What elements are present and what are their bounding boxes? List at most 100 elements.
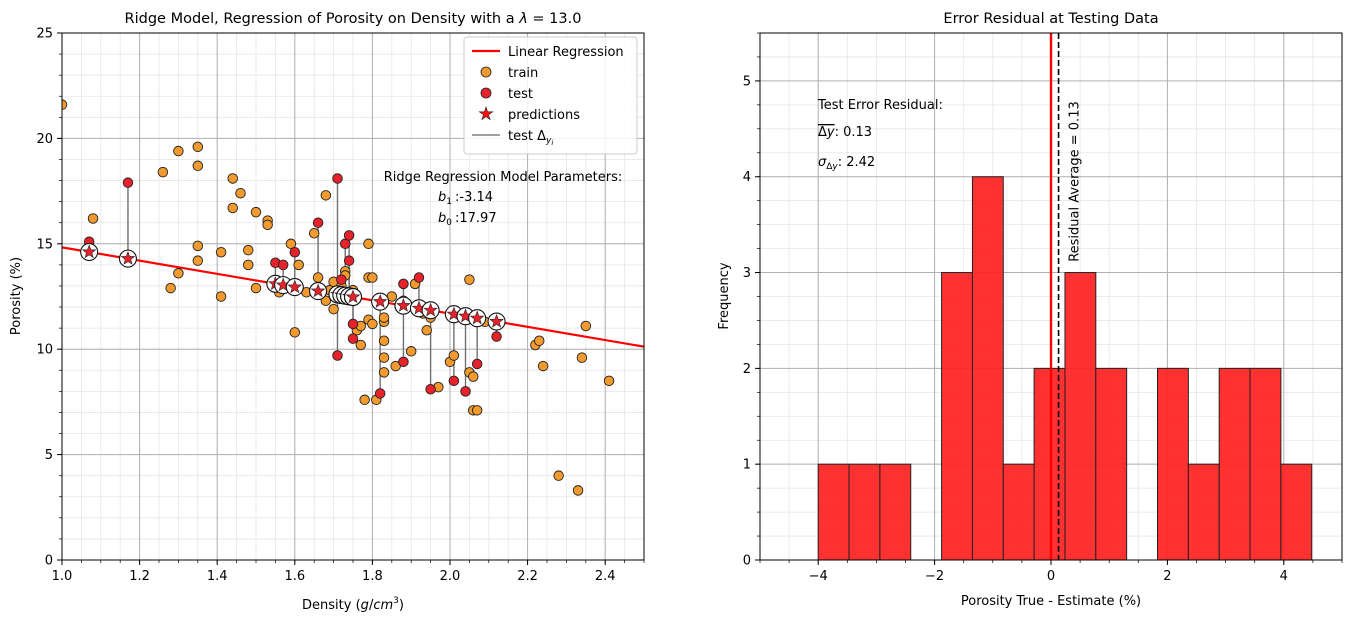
test-point bbox=[448, 375, 460, 387]
histogram-bars bbox=[817, 176, 1313, 560]
scatter-legend: Linear Regression train test predictions… bbox=[463, 36, 638, 155]
scatter-y-axis-label: Porosity (%) bbox=[9, 257, 24, 335]
test-point bbox=[491, 331, 502, 342]
train-point bbox=[359, 394, 370, 406]
train-point bbox=[355, 339, 367, 351]
train-point bbox=[227, 202, 238, 214]
histogram-plot-area bbox=[817, 33, 1313, 560]
test-point bbox=[398, 278, 409, 290]
residual-annotation-heading: Test Error Residual: bbox=[817, 98, 943, 113]
train-point bbox=[363, 238, 374, 250]
test-point bbox=[471, 358, 483, 370]
histogram-bar bbox=[1095, 367, 1128, 560]
test-point bbox=[413, 272, 425, 283]
legend-train: train bbox=[508, 66, 538, 81]
train-point bbox=[215, 246, 227, 258]
test-point bbox=[332, 173, 343, 184]
train-point bbox=[242, 244, 254, 256]
train-point bbox=[192, 240, 204, 252]
prediction-marker bbox=[421, 301, 440, 320]
residual-mean: Δy: 0.13 bbox=[818, 125, 872, 140]
train-point bbox=[285, 238, 297, 250]
histogram-title: Error Residual at Testing Data bbox=[943, 11, 1158, 27]
train-point bbox=[312, 272, 324, 283]
test-point bbox=[277, 259, 289, 271]
test-point bbox=[332, 350, 343, 361]
prediction-markers bbox=[80, 242, 506, 331]
scatter-x-axis-label: Density (g/cm3) bbox=[302, 596, 404, 613]
histogram-bar bbox=[1157, 367, 1189, 560]
y-tick-label: 10 bbox=[36, 343, 53, 358]
test-point bbox=[347, 318, 359, 330]
train-point bbox=[157, 166, 169, 178]
test-point bbox=[398, 356, 409, 368]
train-point bbox=[320, 190, 332, 201]
train-point bbox=[192, 141, 204, 153]
x-tick-label: 2.4 bbox=[595, 569, 616, 584]
y-tick-label: 25 bbox=[36, 27, 53, 42]
train-point bbox=[293, 259, 304, 271]
y-tick-label: 5 bbox=[743, 74, 751, 89]
legend-predictions: predictions bbox=[508, 108, 580, 123]
legend-test: test bbox=[508, 87, 533, 102]
train-point bbox=[165, 282, 176, 294]
x-tick-label: 1.0 bbox=[52, 569, 73, 584]
histogram-bar bbox=[1249, 367, 1282, 560]
histogram-bar bbox=[1033, 367, 1066, 560]
test-point bbox=[289, 246, 301, 258]
train-point bbox=[215, 291, 227, 302]
train-point bbox=[448, 350, 460, 361]
train-point bbox=[378, 367, 390, 378]
train-point bbox=[576, 352, 588, 363]
x-tick-label: −2 bbox=[925, 569, 944, 584]
train-point bbox=[367, 318, 378, 330]
y-tick-label: 0 bbox=[743, 554, 751, 569]
x-tick-label: 0 bbox=[1047, 569, 1055, 584]
test-point bbox=[347, 333, 359, 344]
prediction-marker bbox=[285, 278, 304, 297]
train-point bbox=[250, 206, 262, 218]
train-point bbox=[192, 160, 204, 172]
train-point bbox=[308, 228, 320, 239]
histogram-bar bbox=[1064, 272, 1097, 560]
y-tick-label: 4 bbox=[743, 170, 751, 185]
model-parameters-heading: Ridge Regression Model Parameters: bbox=[384, 170, 622, 185]
train-point bbox=[289, 327, 301, 338]
x-tick-label: 1.8 bbox=[362, 569, 383, 584]
histogram-bar bbox=[879, 463, 912, 560]
legend-test-delta: test Δyi bbox=[508, 129, 553, 147]
train-point bbox=[464, 274, 475, 285]
test-point bbox=[122, 177, 134, 188]
train-point bbox=[603, 375, 615, 387]
intercept-parameter: b0:17.97 bbox=[438, 211, 497, 228]
y-tick-label: 15 bbox=[36, 237, 53, 252]
train-point bbox=[173, 268, 184, 279]
residual-std: σΔy: 2.42 bbox=[818, 155, 875, 172]
y-tick-label: 20 bbox=[36, 132, 53, 147]
residual-average-label: Residual Average = 0.13 bbox=[1068, 101, 1083, 262]
test-point bbox=[343, 230, 355, 241]
train-point bbox=[250, 282, 262, 294]
test-point bbox=[339, 238, 351, 250]
x-tick-label: 1.6 bbox=[284, 569, 305, 584]
x-tick-label: 4 bbox=[1280, 569, 1288, 584]
prediction-marker bbox=[371, 292, 390, 311]
star-icon bbox=[478, 106, 494, 121]
histogram-axis-ticks: −4 −2 0 2 4 0 1 2 3 4 5 bbox=[743, 32, 1343, 584]
y-tick-label: 3 bbox=[743, 266, 751, 281]
histogram-bar bbox=[1280, 463, 1313, 560]
prediction-marker bbox=[487, 312, 506, 331]
train-point bbox=[580, 320, 592, 332]
train-point bbox=[173, 145, 184, 157]
histogram-bar bbox=[941, 272, 973, 560]
prediction-marker bbox=[468, 309, 487, 328]
histogram-bar bbox=[971, 176, 1004, 560]
test-point bbox=[312, 217, 324, 228]
train-point bbox=[242, 259, 254, 271]
train-point bbox=[471, 405, 483, 416]
x-tick-label: 2.2 bbox=[517, 569, 538, 584]
train-point bbox=[468, 371, 479, 382]
histogram-bar bbox=[1002, 463, 1035, 560]
train-point bbox=[87, 213, 99, 224]
train-point bbox=[405, 346, 417, 357]
